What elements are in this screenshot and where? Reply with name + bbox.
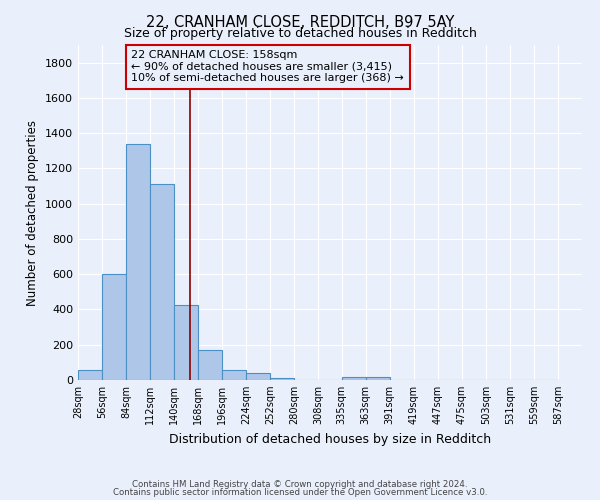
Bar [102,274,126,380]
Bar [174,305,198,380]
Text: Size of property relative to detached houses in Redditch: Size of property relative to detached ho… [124,28,476,40]
Bar [271,378,295,380]
Y-axis label: Number of detached properties: Number of detached properties [26,120,40,306]
Bar [126,144,150,380]
Text: 22 CRANHAM CLOSE: 158sqm
← 90% of detached houses are smaller (3,415)
10% of sem: 22 CRANHAM CLOSE: 158sqm ← 90% of detach… [131,50,404,84]
Text: Contains public sector information licensed under the Open Government Licence v3: Contains public sector information licen… [113,488,487,497]
Bar [246,374,271,380]
Bar [150,184,174,380]
Bar [222,370,246,380]
Bar [198,350,222,380]
Text: Contains HM Land Registry data © Crown copyright and database right 2024.: Contains HM Land Registry data © Crown c… [132,480,468,489]
Text: 22, CRANHAM CLOSE, REDDITCH, B97 5AY: 22, CRANHAM CLOSE, REDDITCH, B97 5AY [146,15,454,30]
Bar [78,370,102,380]
Bar [365,377,389,380]
Bar [341,378,365,380]
X-axis label: Distribution of detached houses by size in Redditch: Distribution of detached houses by size … [169,432,491,446]
